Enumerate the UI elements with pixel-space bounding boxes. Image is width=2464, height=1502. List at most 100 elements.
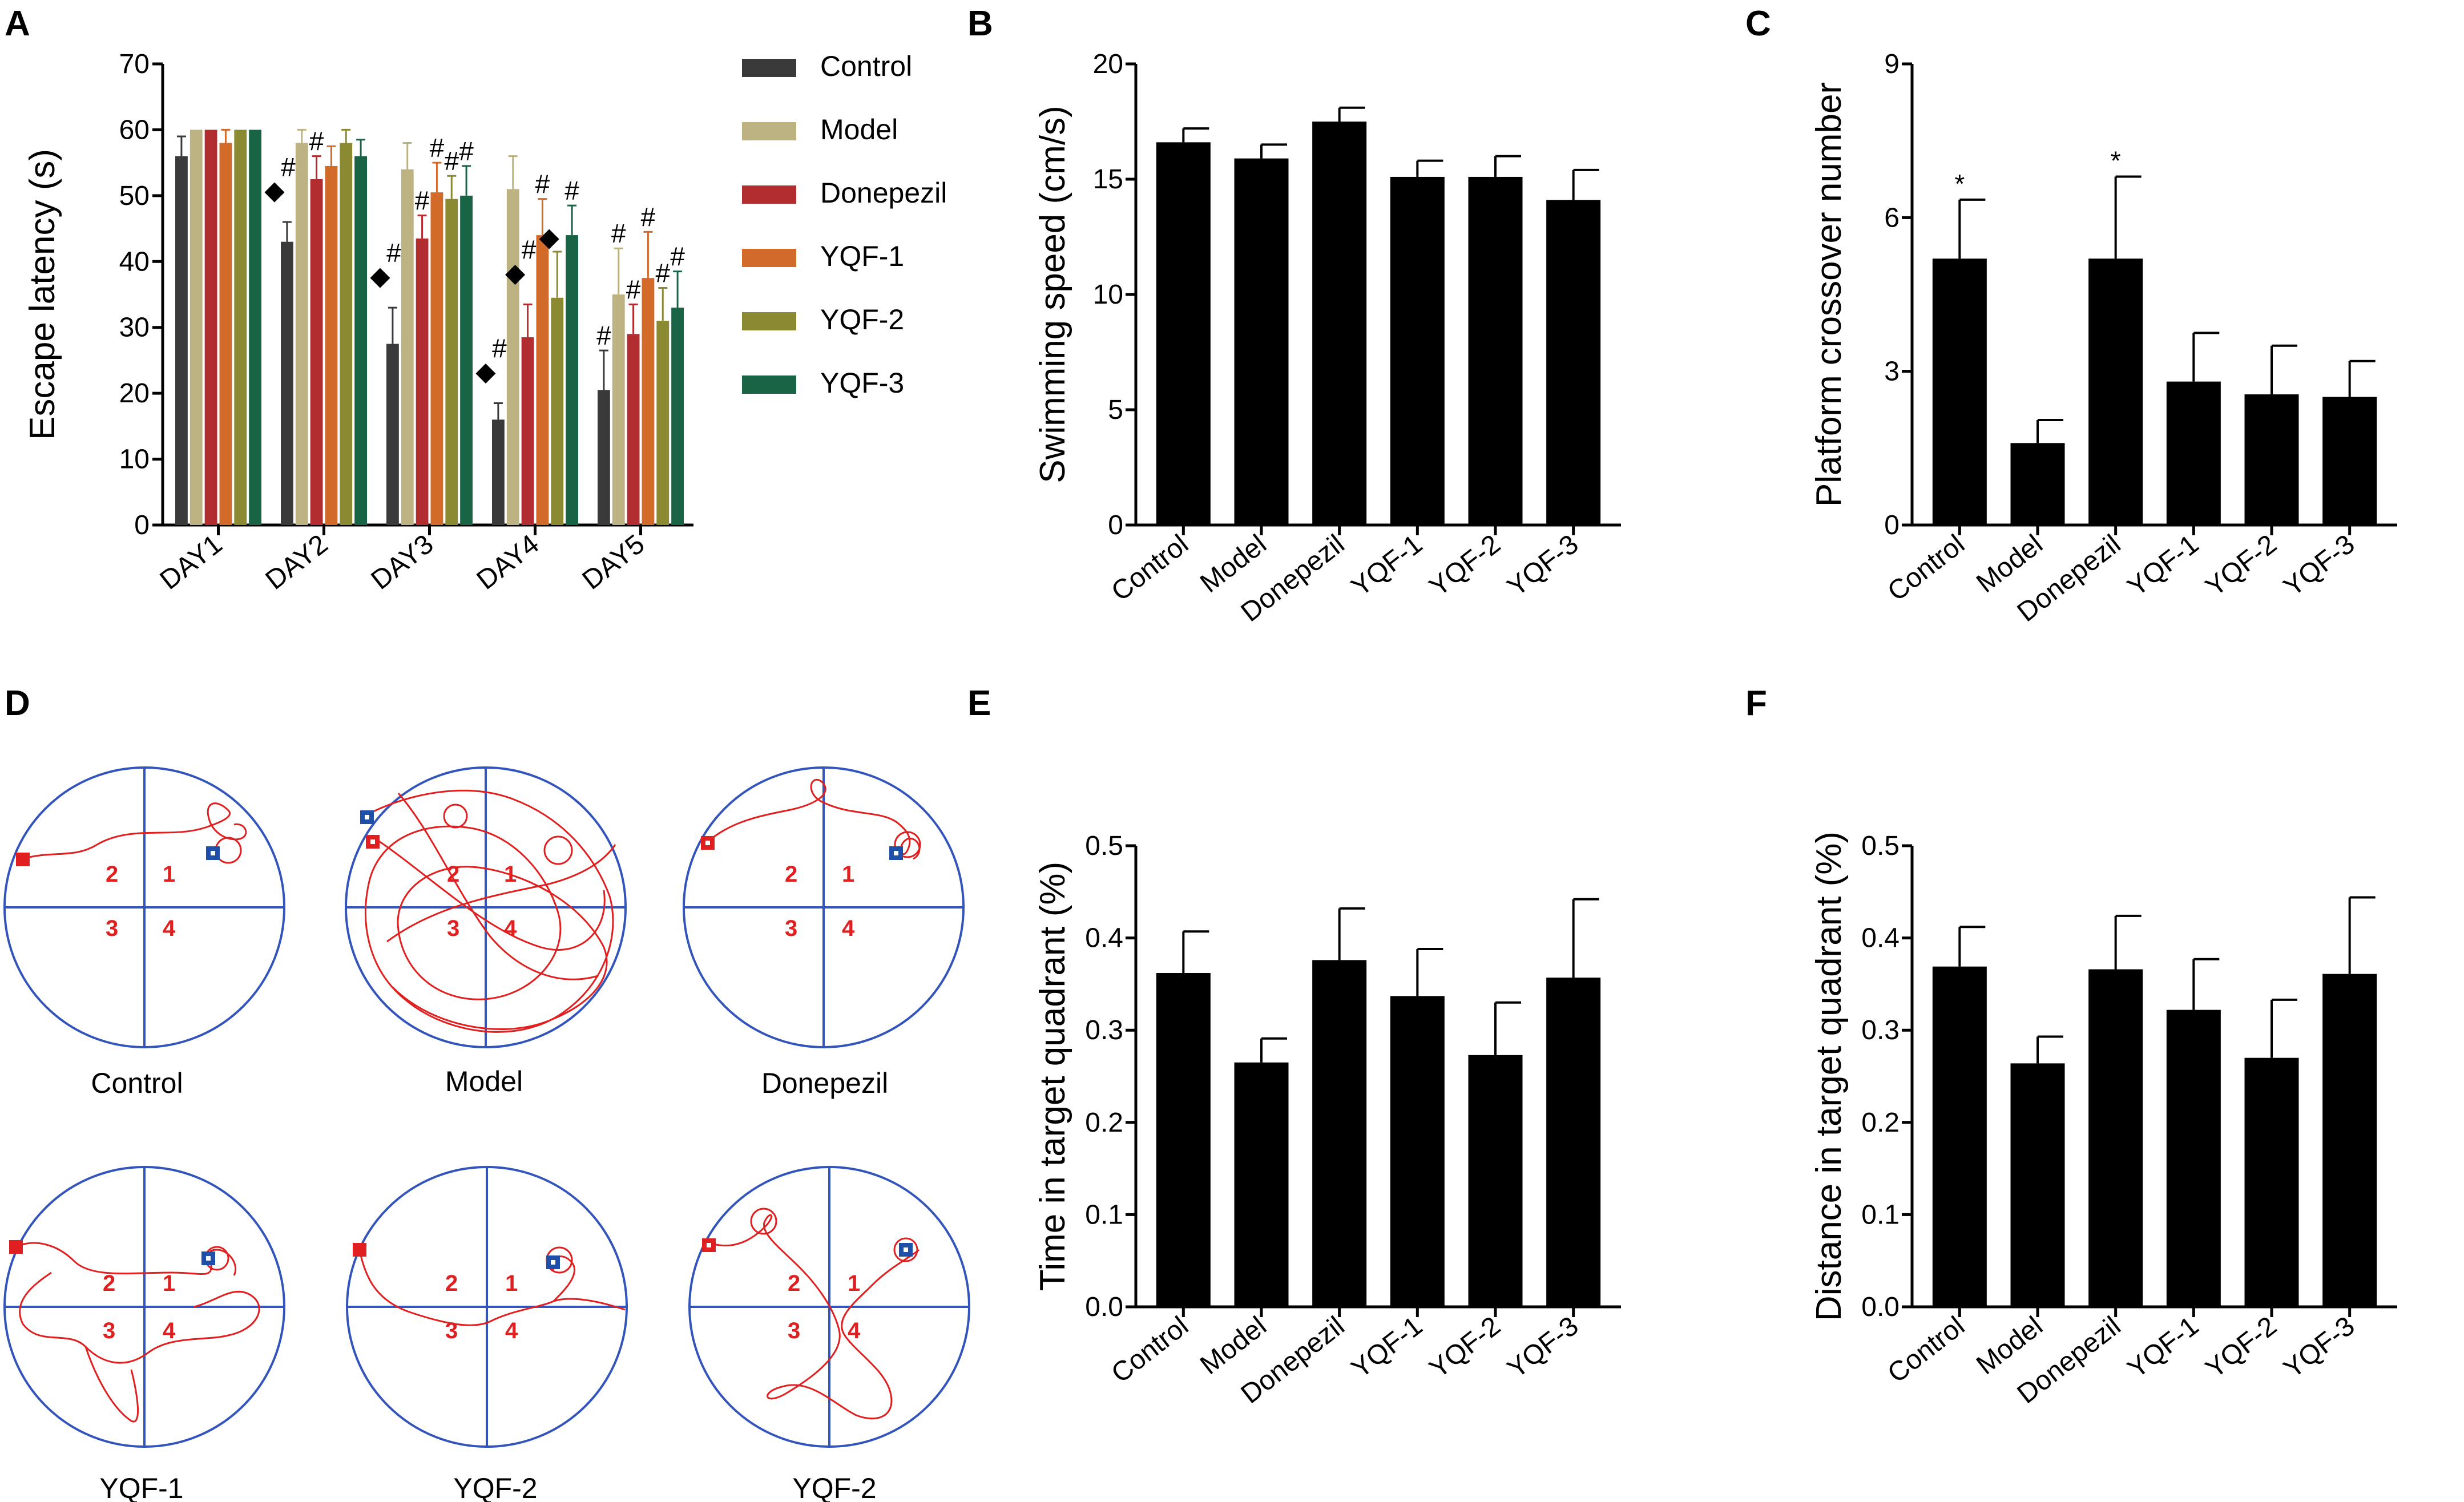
y-tick-label: 6: [1884, 203, 1900, 233]
maze-label: YQF-1: [99, 1472, 183, 1502]
y-tick-label: 0.2: [1861, 1108, 1900, 1138]
y-tick-label: 0: [1108, 510, 1123, 540]
bar: [642, 278, 655, 525]
bar: [2088, 969, 2143, 1307]
quadrant-number: 4: [163, 916, 176, 941]
y-tick-label: 0.4: [1861, 923, 1900, 954]
significance-mark: #: [386, 238, 401, 268]
bar: [2244, 394, 2299, 525]
x-category-label: DAY3: [366, 529, 439, 596]
bar: [1234, 1062, 1289, 1307]
y-tick-label: 50: [119, 181, 150, 211]
bar: [2010, 443, 2065, 525]
bar: [445, 199, 458, 526]
bar: [521, 337, 534, 525]
y-axis-title: Escape latency (s): [23, 149, 62, 440]
y-tick-label: 0.0: [1085, 1292, 1123, 1322]
x-category-label: Control: [1882, 529, 1971, 607]
legend-swatch: [742, 249, 796, 267]
significance-mark: ◆: [539, 222, 560, 252]
significance-mark: *: [1954, 169, 1965, 199]
quadrant-number: 4: [842, 916, 855, 941]
y-tick-label: 5: [1108, 395, 1123, 425]
significance-mark: #: [611, 219, 626, 248]
quadrant-number: 3: [447, 916, 459, 941]
significance-mark: #: [522, 235, 537, 264]
significance-mark: #: [564, 176, 579, 205]
bar: [460, 195, 473, 525]
bar: [234, 130, 247, 525]
x-category-label: YQF-3: [2278, 529, 2360, 603]
bar: [401, 169, 414, 526]
legend-label: YQF-2: [820, 304, 904, 336]
bar: [492, 419, 505, 525]
bar: [1932, 259, 1987, 525]
bar: [295, 143, 308, 525]
significance-mark: #: [459, 136, 474, 166]
bar: [281, 241, 293, 525]
significance-mark: ◆: [370, 261, 390, 290]
y-tick-label: 0.1: [1085, 1200, 1123, 1230]
bar: [627, 334, 640, 525]
bar: [1156, 142, 1211, 526]
y-tick-label: 30: [119, 313, 150, 343]
x-category-label: Control: [1106, 1311, 1195, 1389]
quadrant-number: 1: [505, 1271, 518, 1296]
significance-mark: #: [641, 202, 656, 232]
legend-swatch: [742, 375, 796, 394]
quadrant-number: 1: [504, 862, 517, 887]
x-category-label: YQF-3: [1502, 529, 1584, 603]
legend-swatch: [742, 185, 796, 204]
legend-label: YQF-3: [820, 367, 904, 399]
start-marker: [353, 1243, 366, 1257]
quadrant-number: 2: [103, 1271, 115, 1296]
y-tick-label: 60: [119, 115, 150, 145]
bar: [189, 130, 203, 525]
significance-mark: #: [415, 185, 430, 215]
maze-donepezil: 2 1 3 4: [683, 766, 965, 1048]
panel-letter-f: F: [1745, 684, 1767, 723]
panel-letter-d: D: [5, 684, 30, 723]
start-marker: [16, 853, 30, 866]
significance-mark: #: [492, 333, 507, 363]
bar: [1312, 122, 1367, 525]
x-category-label: YQF-1: [2122, 1311, 2204, 1384]
bar: [536, 235, 549, 525]
x-category-label: YQF-2: [2200, 529, 2282, 603]
swim-path: [22, 802, 247, 860]
y-tick-label: 0.5: [1085, 831, 1123, 861]
significance-mark: #: [444, 146, 459, 176]
maze-label: Control: [91, 1067, 183, 1099]
panel-letter-c: C: [1745, 4, 1771, 43]
y-axis-title: Distance in target quadrant (%): [1809, 831, 1849, 1321]
start-marker: [9, 1240, 23, 1254]
chart-distance-target-quadrant: 0.0 0.1 0.2 0.3 0.4 0.5 Distance in target qua…: [1809, 831, 2397, 1410]
quadrant-number: 3: [788, 1318, 800, 1343]
y-tick-label: 0.3: [1861, 1015, 1900, 1045]
bar: [566, 235, 578, 525]
bar: [310, 179, 323, 525]
legend-label: Control: [820, 50, 912, 82]
x-category-label: YQF-1: [2122, 529, 2204, 603]
y-tick-label: 0: [1884, 510, 1900, 540]
y-axis-title: Platform crossover number: [1809, 82, 1849, 507]
y-tick-label: 0: [134, 510, 150, 540]
bar: [416, 238, 429, 525]
quadrant-number: 4: [505, 1318, 518, 1343]
quadrant-number: 4: [504, 916, 517, 941]
bar: [1468, 1055, 1523, 1307]
quadrant-number: 2: [106, 862, 118, 887]
x-category-label: YQF-2: [1424, 1311, 1506, 1384]
maze-yqf-2: 2 1 3 4: [346, 1166, 628, 1448]
x-category-label: YQF-2: [2200, 1311, 2282, 1384]
y-tick-label: 40: [119, 247, 150, 277]
x-category-label: YQF-1: [1346, 1311, 1428, 1384]
significance-mark: ◆: [475, 356, 496, 386]
x-category-label: YQF-3: [1502, 1311, 1584, 1384]
y-tick-label: 0.1: [1861, 1200, 1900, 1230]
bar: [1390, 176, 1445, 526]
x-category-label: Control: [1106, 529, 1195, 607]
bar: [1546, 200, 1601, 525]
